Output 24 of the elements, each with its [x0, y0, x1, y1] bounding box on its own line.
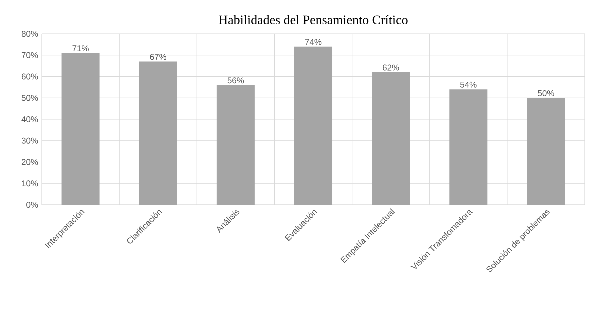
y-tick-label: 10%: [22, 180, 38, 187]
bar: [527, 98, 566, 205]
y-tick-label: 0%: [26, 202, 38, 208]
bar: [294, 46, 333, 205]
bar: [450, 90, 488, 205]
bar: [62, 53, 100, 205]
data-label: 56%: [228, 78, 244, 84]
y-tick-label: 70%: [22, 52, 38, 58]
data-label: 71%: [72, 46, 89, 52]
bar: [216, 85, 255, 205]
y-tick-label: 40%: [22, 116, 38, 122]
data-label: 50%: [538, 90, 554, 96]
data-label: 62%: [383, 64, 400, 71]
y-tick-label: 30%: [22, 138, 38, 144]
data-label: 67%: [150, 54, 167, 60]
y-tick-label: 80%: [22, 31, 38, 37]
chart-title: Habilidades del Pensamiento Crítico: [219, 15, 408, 25]
y-tick-label: 20%: [22, 159, 38, 166]
bar: [139, 62, 178, 205]
y-tick-label: 50%: [22, 95, 38, 102]
data-label: 74%: [305, 39, 322, 46]
bar: [372, 72, 410, 205]
data-label: 54%: [460, 82, 477, 88]
y-tick-label: 60%: [22, 74, 38, 80]
